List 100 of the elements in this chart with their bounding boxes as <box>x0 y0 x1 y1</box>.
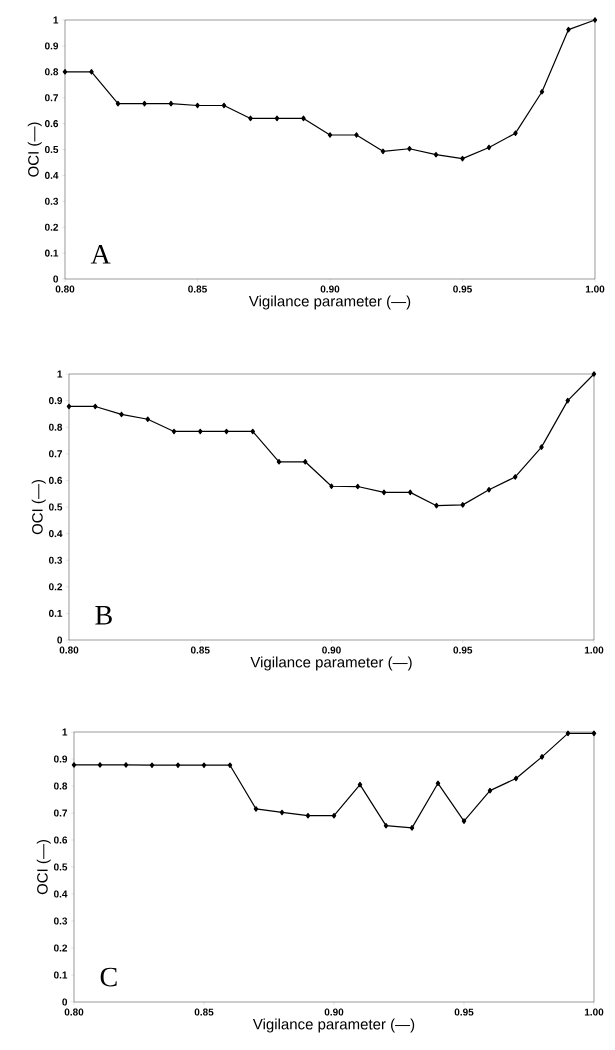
y-axis-title: OCI (—) <box>36 840 51 895</box>
point <box>383 822 389 829</box>
y-tick-label: 0.5 <box>53 863 68 871</box>
x-tick-label: 1.00 <box>584 1008 604 1016</box>
point <box>195 102 200 109</box>
point <box>250 428 255 435</box>
y-tick-label: 0.3 <box>53 917 68 925</box>
point <box>591 730 597 737</box>
point <box>433 151 439 158</box>
point <box>591 371 597 377</box>
y-tick-label: 0.5 <box>44 145 59 154</box>
y-tick-label: 0.6 <box>48 476 63 484</box>
y-tick-label: 0.4 <box>44 171 59 179</box>
x-tick-label: 0.85 <box>190 646 210 654</box>
point <box>276 458 282 465</box>
y-tick-label: 0.9 <box>53 755 68 763</box>
point <box>62 69 68 75</box>
y-tick-label: 0.1 <box>48 609 63 617</box>
y-tick-label: 0.5 <box>48 503 63 511</box>
point <box>566 26 571 33</box>
y-tick-label: 0.7 <box>48 450 63 458</box>
point <box>303 458 308 465</box>
point <box>486 144 492 151</box>
point <box>435 780 441 787</box>
y-axis-title: OCI (—) <box>31 480 46 535</box>
x-tick-label: 0.85 <box>194 1008 214 1016</box>
point <box>460 155 465 162</box>
y-tick-label: 0.8 <box>53 782 68 790</box>
x-tick-label: 1.00 <box>584 646 604 654</box>
point <box>381 489 387 496</box>
annotation: C <box>100 967 117 987</box>
point <box>305 812 311 819</box>
point <box>460 502 465 508</box>
point <box>145 416 150 423</box>
point <box>331 812 337 819</box>
point <box>354 132 359 138</box>
point <box>198 428 203 435</box>
point <box>565 397 570 404</box>
point <box>274 115 280 122</box>
x-tick-label: 0.80 <box>64 1008 84 1016</box>
y-tick-label: 0 <box>57 636 63 644</box>
point <box>565 730 571 737</box>
point <box>408 489 413 496</box>
point <box>66 403 72 410</box>
y-tick-label: 1 <box>57 370 63 378</box>
y-axis-title: OCI (—) <box>27 122 42 177</box>
point <box>142 100 147 107</box>
point <box>409 825 415 831</box>
point <box>168 100 174 107</box>
y-tick-label: 0.2 <box>48 583 63 591</box>
point <box>221 102 227 109</box>
point <box>513 130 518 136</box>
x-tick-label: 0.90 <box>324 1008 344 1016</box>
x-tick-label: 0.90 <box>320 285 340 293</box>
point <box>407 145 412 152</box>
point <box>123 762 129 768</box>
annotation: B <box>95 606 112 625</box>
y-tick-label: 0.4 <box>53 890 68 898</box>
y-tick-label: 0.3 <box>44 197 59 205</box>
y-tick-label: 0.6 <box>44 120 59 128</box>
point <box>539 88 545 95</box>
y-tick-label: 0.1 <box>53 971 68 979</box>
y-tick-label: 0.4 <box>48 530 63 538</box>
y-tick-label: 0 <box>53 275 59 283</box>
point <box>227 762 233 769</box>
point <box>71 762 77 768</box>
y-tick-label: 0.7 <box>53 809 68 817</box>
point <box>175 762 181 769</box>
point <box>513 775 519 782</box>
y-tick-label: 0.9 <box>48 397 63 405</box>
point <box>380 148 386 155</box>
x-axis-title: Vigilance parameter (—) <box>250 656 412 671</box>
point <box>329 483 334 490</box>
x-axis-title: Vigilance parameter (—) <box>248 295 411 310</box>
point <box>461 818 467 824</box>
point <box>149 762 155 769</box>
point <box>487 787 493 794</box>
y-tick-label: 0 <box>62 998 68 1006</box>
point <box>539 444 544 450</box>
y-tick-label: 1 <box>62 728 68 736</box>
x-axis-title: Vigilance parameter (—) <box>252 1018 415 1033</box>
point <box>171 428 177 435</box>
y-tick-label: 0.1 <box>44 249 59 257</box>
y-tick-label: 0.3 <box>48 556 63 564</box>
point <box>253 806 259 812</box>
x-tick-label: 0.95 <box>453 285 472 293</box>
point <box>248 115 253 122</box>
point <box>89 69 94 75</box>
x-tick-label: 0.85 <box>188 285 207 293</box>
point <box>224 428 229 435</box>
x-tick-label: 0.90 <box>322 646 341 654</box>
point <box>327 132 333 138</box>
point <box>355 483 360 490</box>
point <box>301 115 306 122</box>
x-tick-label: 0.95 <box>453 646 473 654</box>
point <box>513 474 518 480</box>
annotation: A <box>90 245 111 264</box>
point <box>357 781 363 788</box>
point <box>434 502 439 509</box>
x-tick-label: 1.00 <box>585 285 605 293</box>
